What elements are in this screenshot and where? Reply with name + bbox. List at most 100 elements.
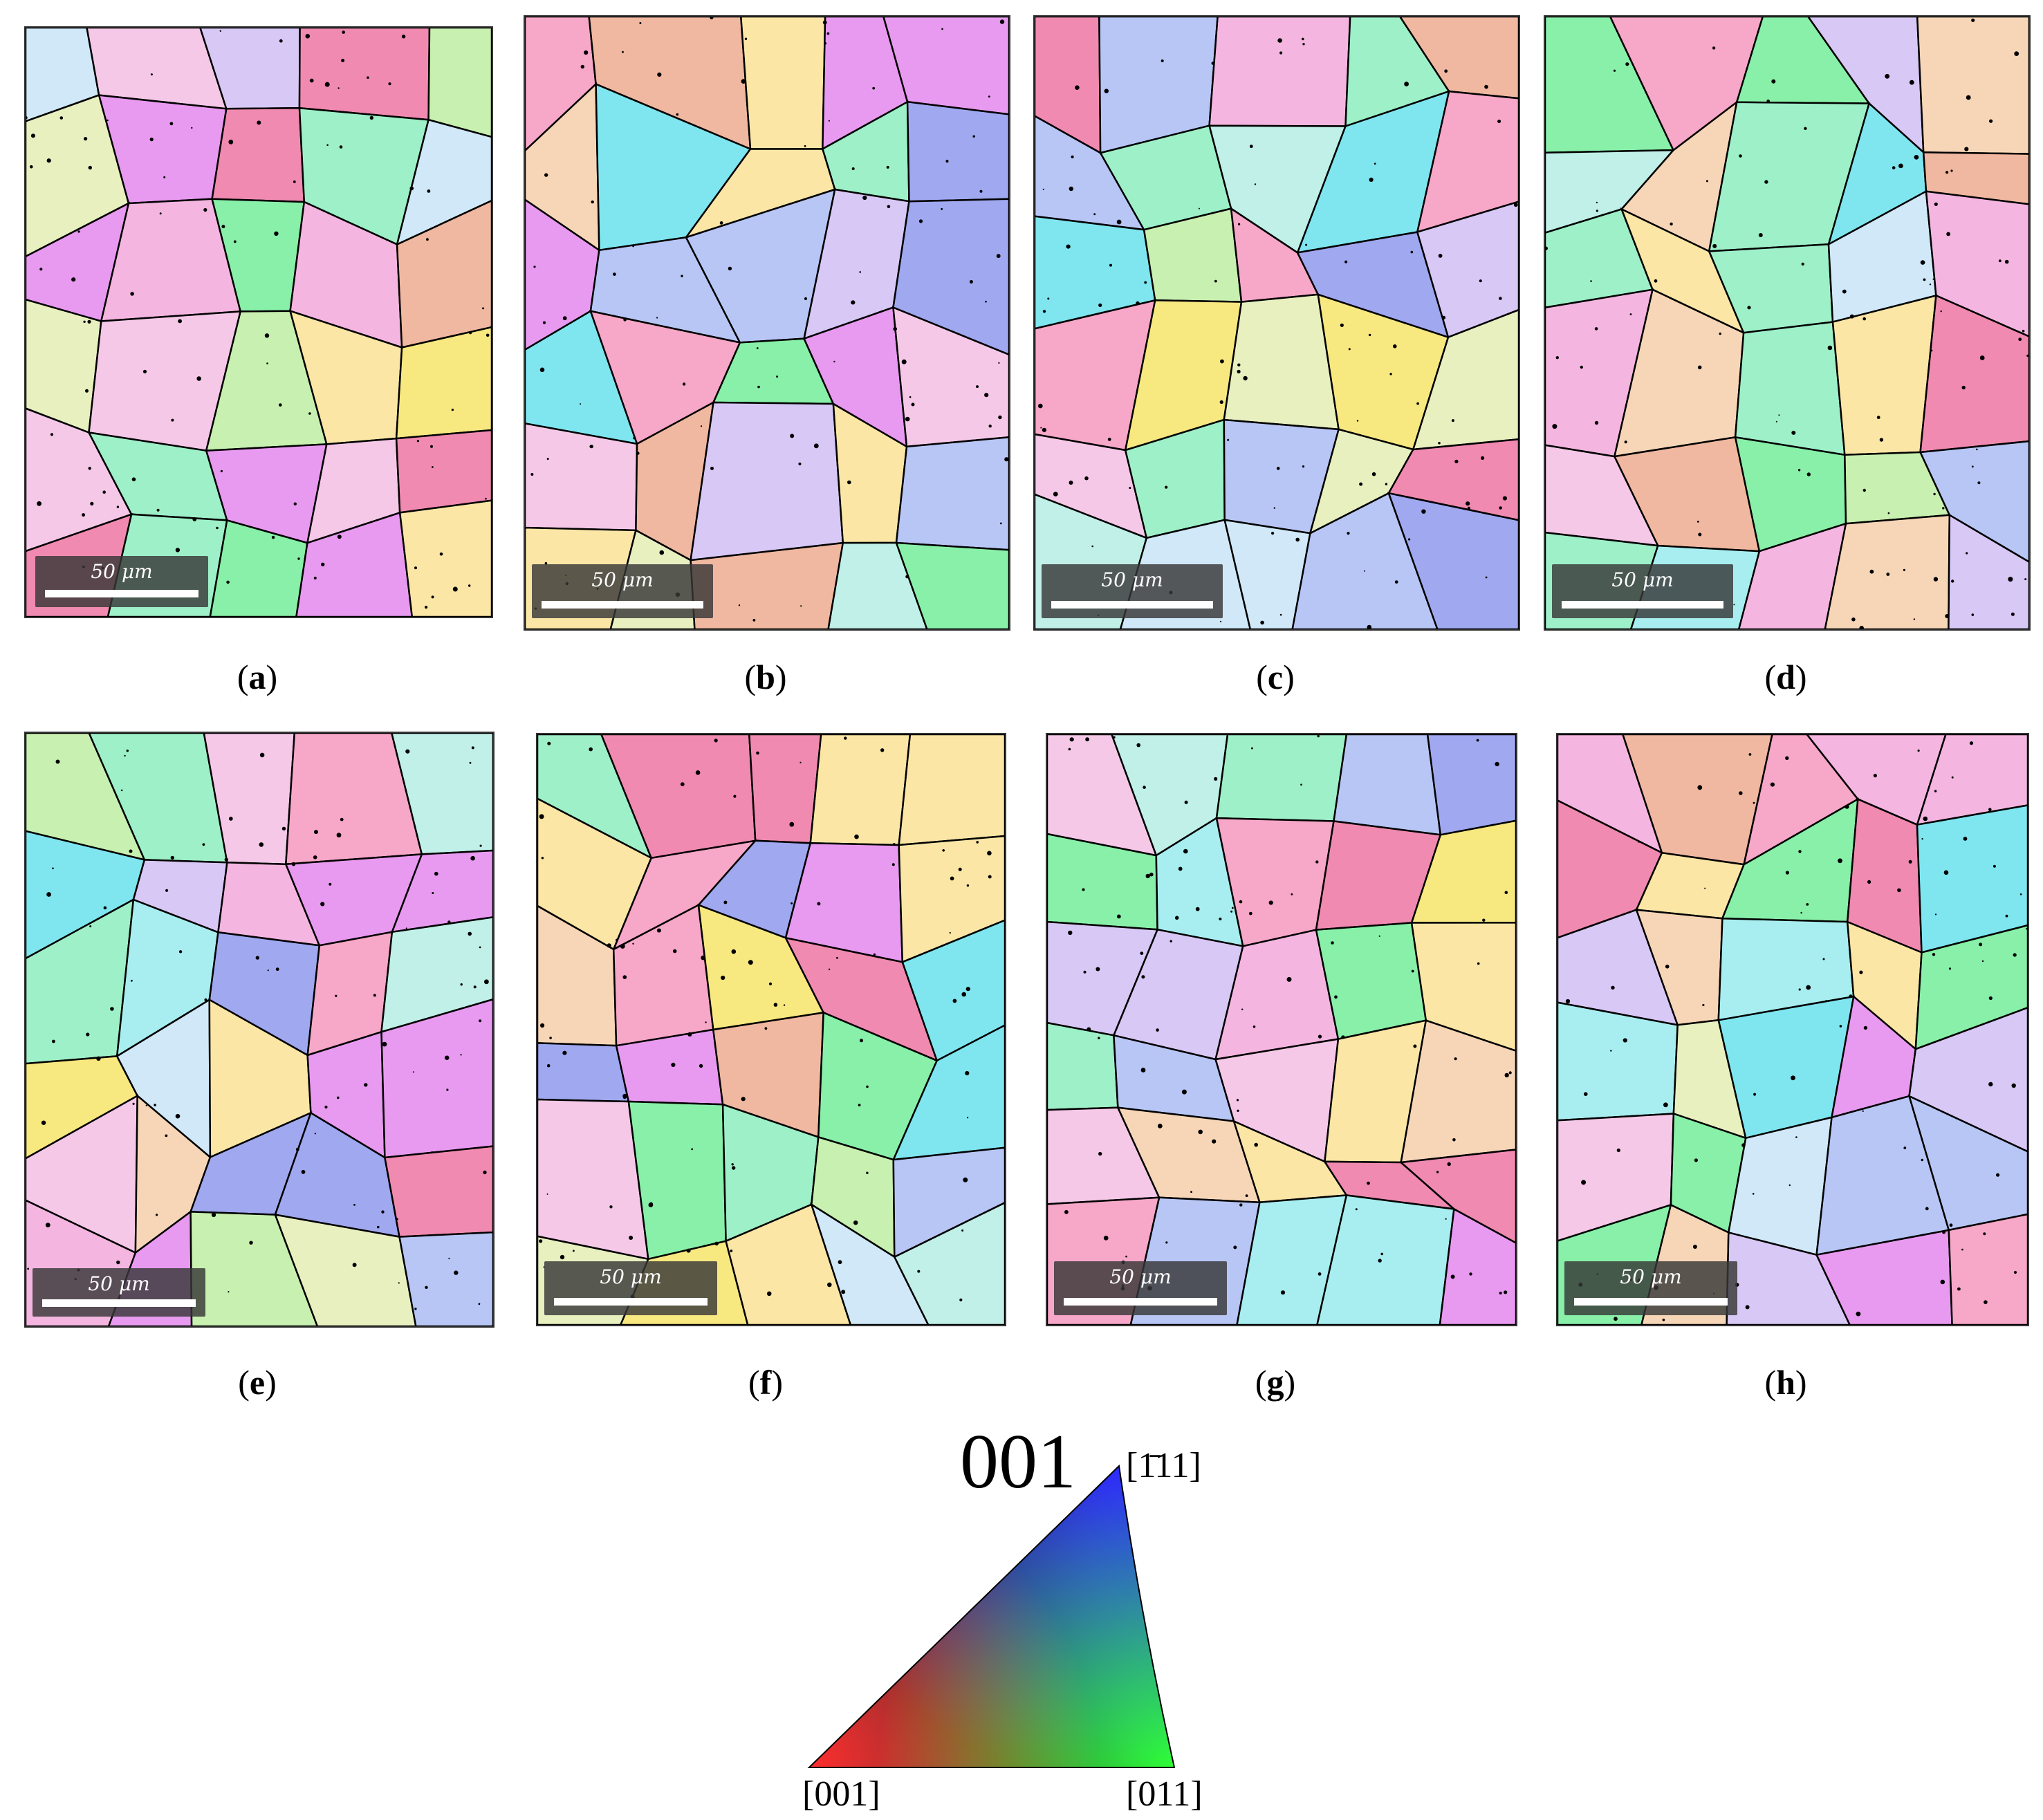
boundary-speck [1038,403,1043,409]
grain-map [525,17,1009,629]
boundary-speck [622,50,624,53]
boundary-speck [204,998,207,1001]
boundary-speck [1248,911,1252,916]
boundary-speck [470,855,475,861]
boundary-speck [377,1225,380,1229]
boundary-speck [1165,485,1168,489]
boundary-speck [998,415,1002,420]
boundary-speck [87,319,91,324]
boundary-speck [279,403,282,407]
boundary-speck [396,1218,398,1220]
boundary-speck [1302,37,1304,41]
boundary-speck [1318,1034,1322,1039]
grain [1316,1194,1455,1325]
grain [725,1203,852,1325]
boundary-speck [533,266,536,268]
boundary-speck [2013,953,2017,957]
boundary-speck [1093,213,1096,216]
boundary-speck [1276,467,1280,470]
boundary-speck [1552,424,1557,429]
boundary-speck [539,367,545,373]
boundary-speck [320,902,325,907]
boundary-speck [266,362,268,364]
boundary-speck [482,307,485,310]
boundary-speck [1504,1290,1508,1294]
ebsd-map-b: 50 μm [524,15,1010,631]
boundary-speck [1421,509,1426,514]
boundary-speck [804,297,808,301]
boundary-speck [216,526,219,530]
boundary-speck [741,1097,746,1102]
boundary-speck [836,956,838,959]
boundary-speck [959,1298,963,1301]
boundary-speck [1913,618,1916,620]
boundary-speck [1109,263,1112,267]
boundary-speck [1454,1057,1457,1061]
boundary-speck [279,39,283,43]
boundary-speck [224,857,228,862]
boundary-speck [1822,958,1825,960]
boundary-speck [1898,163,1903,169]
boundary-speck [1098,1037,1100,1039]
boundary-speck [657,72,662,77]
boundary-speck [1745,1305,1750,1310]
boundary-speck [988,425,992,428]
grain [391,733,493,855]
boundary-speck [1143,786,1146,789]
boundary-speck [297,557,300,560]
boundary-speck [573,1250,575,1252]
boundary-speck [1161,59,1164,62]
boundary-speck [976,385,979,389]
grain [1398,17,1519,100]
boundary-speck [1504,891,1508,894]
boundary-speck [1876,416,1880,420]
boundary-speck [1943,870,1949,875]
boundary-speck [952,999,957,1003]
boundary-speck [1692,1245,1697,1249]
grain [882,17,1009,115]
boundary-speck [1596,201,1598,203]
boundary-speck [1704,887,1706,889]
boundary-speck [623,1096,627,1099]
boundary-speck [1614,1317,1618,1321]
boundary-speck [972,135,975,138]
boundary-speck [228,1291,230,1293]
boundary-speck [546,458,549,461]
boundary-speck [744,37,748,40]
boundary-speck [1411,969,1414,973]
boundary-speck [219,30,221,32]
grain [901,919,1005,1062]
grain [1919,294,2029,454]
boundary-speck [203,207,207,212]
boundary-speck [1933,577,1939,582]
boundary-speck [1654,279,1658,283]
boundary-speck [255,956,259,960]
boundary-speck [1451,419,1454,423]
grain [690,401,844,561]
boundary-speck [2022,329,2025,333]
boundary-speck [432,466,434,468]
boundary-speck [202,843,205,846]
boundary-speck [324,1105,328,1109]
boundary-speck [41,1120,46,1125]
boundary-speck [1903,1146,1907,1149]
boundary-speck [1945,614,1950,618]
boundary-speck [1238,223,1241,225]
boundary-speck [1348,348,1351,351]
boundary-speck [854,834,859,839]
boundary-speck [1977,481,1981,485]
boundary-speck [107,119,109,122]
boundary-speck [1068,748,1071,751]
boundary-speck [1436,1171,1439,1173]
boundary-speck [961,992,966,997]
boundary-speck [196,376,201,381]
boundary-speck [544,173,548,177]
grain [1426,734,1516,836]
boundary-speck [1069,737,1074,742]
boundary-speck [813,443,819,449]
boundary-speck [414,566,417,570]
grain [740,17,826,150]
boundary-speck [1827,345,1833,351]
boundary-speck [2019,893,2022,895]
boundary-speck [1795,1136,1797,1138]
